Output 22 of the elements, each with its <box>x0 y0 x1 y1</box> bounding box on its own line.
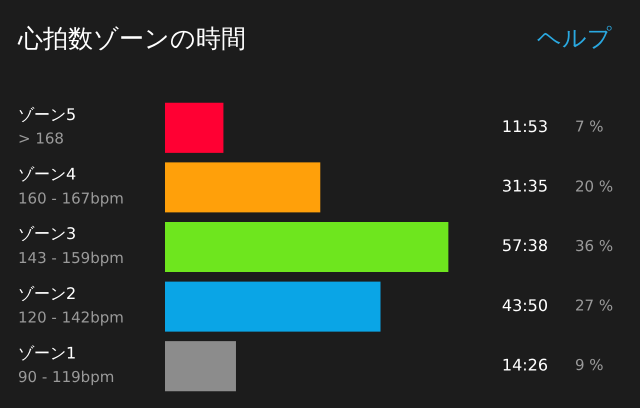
text: 20 % <box>575 177 614 196</box>
text: 7 % <box>575 118 604 136</box>
bar <box>165 341 236 392</box>
y-tick-label: ゾーン2 120 - 142bpm <box>18 284 124 326</box>
text: ヘルプ <box>537 23 612 54</box>
text: 27 % <box>575 296 614 314</box>
y-tick-label: ゾーン4 160 - 167bpm <box>18 164 124 208</box>
y-tick-label: ゾーン3 143 - 159bpm <box>18 224 124 267</box>
data-label: 11:53 <box>502 116 548 136</box>
data-label: 43:50 <box>502 296 548 315</box>
y-tick-label: ゾーン5 > 168 <box>18 104 76 148</box>
text: 9 % <box>575 356 604 374</box>
data-label: 57:38 <box>502 236 548 256</box>
bar <box>165 222 448 272</box>
y-tick-label: ゾーン1 90 - 119bpm <box>18 343 114 386</box>
text: 36 % <box>575 236 614 255</box>
bar <box>165 162 320 212</box>
data-label: 31:35 <box>502 176 548 196</box>
bar <box>165 282 381 332</box>
bar <box>165 102 224 153</box>
chart-title: 心拍数ゾーンの時間 <box>18 23 246 55</box>
data-label: 14:26 <box>502 355 548 374</box>
